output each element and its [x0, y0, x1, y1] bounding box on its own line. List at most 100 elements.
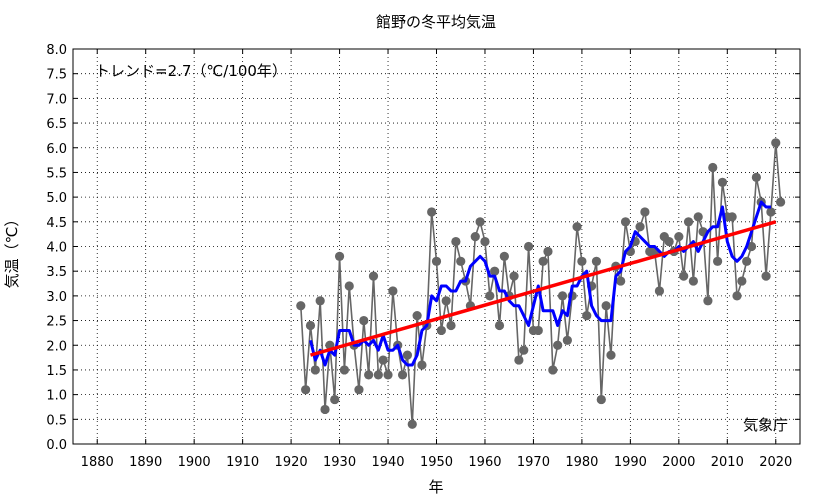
annual-data-point [383, 370, 393, 380]
y-tick-label: 7.5 [46, 68, 67, 83]
y-tick-label: 0.5 [46, 413, 67, 428]
y-tick-label: 1.5 [46, 364, 67, 379]
trend-line [310, 220, 777, 357]
annual-data-point [373, 370, 383, 380]
annual-data-point [679, 271, 689, 281]
annual-data-point [310, 365, 320, 375]
x-tick-label: 1880 [81, 455, 114, 470]
annual-data-point [412, 311, 422, 321]
annual-data-point [776, 197, 786, 207]
annual-data-point [693, 212, 703, 222]
annual-data-point [320, 404, 330, 415]
series [296, 138, 786, 429]
y-tick-label: 6.5 [46, 117, 67, 132]
annual-data-point [591, 256, 602, 266]
annual-data-point [654, 286, 665, 296]
y-tick-label: 3.5 [46, 265, 67, 280]
annual-data-point [315, 296, 325, 306]
chart-title: 館野の冬平均気温 [376, 13, 496, 31]
x-tick-label: 1950 [420, 455, 453, 470]
annual-series-line [299, 142, 782, 425]
y-axis-label: 気温（℃） [3, 212, 21, 289]
x-tick-label: 1980 [565, 455, 598, 470]
y-tick-label: 2.5 [46, 315, 67, 330]
annual-data-point [441, 296, 451, 306]
annual-data-point [562, 335, 572, 345]
annual-data-point [742, 256, 752, 266]
y-tick-label: 0.0 [46, 438, 67, 453]
annual-data-point [514, 355, 524, 365]
annual-data-point [519, 345, 529, 355]
annual-data-point [727, 212, 737, 222]
annual-data-point [427, 207, 437, 217]
annual-data-point [523, 241, 534, 252]
annual-data-point [446, 320, 456, 331]
annual-data-point [766, 207, 776, 217]
annual-data-point [674, 232, 684, 242]
y-tick-label: 2.0 [46, 339, 67, 354]
annual-data-point [620, 217, 631, 227]
annual-data-point [480, 236, 490, 247]
annual-data-point [713, 256, 723, 266]
y-tick-label: 1.0 [46, 389, 67, 404]
y-tick-label: 3.0 [46, 290, 67, 305]
annual-data-point [601, 301, 611, 311]
annual-data-point [557, 291, 568, 301]
x-axis-label: 年 [428, 478, 443, 496]
annual-data-point [354, 385, 364, 395]
x-tick-label: 2010 [711, 455, 744, 470]
annual-data-point [761, 271, 771, 281]
annual-data-point [490, 266, 500, 276]
y-tick-label: 4.5 [46, 216, 67, 231]
annual-data-point [451, 236, 461, 247]
y-tick-label: 8.0 [46, 43, 67, 58]
annual-data-point [359, 315, 369, 326]
x-tick-label: 1900 [178, 455, 211, 470]
x-tick-label: 1910 [226, 455, 259, 470]
annual-data-point [364, 370, 374, 380]
annual-data-point [431, 256, 442, 266]
running-mean-line [309, 200, 771, 367]
annual-data-point [485, 291, 495, 301]
x-tick-label: 1890 [129, 455, 162, 470]
annual-data-point [339, 365, 350, 375]
annual-data-point [771, 138, 781, 148]
annual-data-point [596, 394, 606, 405]
annual-data-point [407, 419, 417, 429]
annual-data-point [737, 276, 747, 286]
annual-data-point [296, 301, 306, 311]
annual-data-point [402, 350, 413, 360]
x-tick-label: 1940 [371, 455, 404, 470]
annual-data-point [664, 236, 674, 247]
credit: 気象庁 [743, 416, 788, 434]
annual-data-point [368, 271, 379, 281]
y-tick-label: 5.5 [46, 166, 67, 181]
y-axis-ticks: 0.0 0.5 1.0 1.5 2.0 2.5 3.0 3.5 4.0 4.5 5.0 5.5 6.0 6… [46, 43, 800, 453]
annual-data-point [344, 281, 354, 291]
annual-data-point [330, 394, 340, 405]
x-tick-label: 1990 [614, 455, 647, 470]
annual-data-point [436, 325, 446, 336]
annual-data-point [616, 276, 626, 286]
x-axis-ticks: 1880 1890 1900 1910 1920 1930 1940 1950 1960 1970… [81, 49, 792, 470]
x-tick-label: 2020 [759, 455, 792, 470]
annual-data-point [499, 251, 509, 261]
annual-data-point [417, 360, 427, 370]
annual-data-point [305, 320, 316, 331]
annual-data-point [388, 286, 398, 296]
annual-data-point [509, 271, 519, 281]
y-tick-label: 5.0 [46, 191, 67, 206]
x-tick-label: 1920 [275, 455, 308, 470]
annual-data-point [543, 246, 553, 257]
annual-data-point [334, 251, 345, 261]
annual-data-point [456, 256, 466, 266]
annual-data-point [470, 232, 480, 242]
annual-data-point [577, 256, 587, 266]
annual-data-point [582, 311, 592, 321]
annual-data-point [548, 365, 558, 375]
annual-data-point [378, 355, 388, 365]
x-tick-label: 1930 [323, 455, 356, 470]
annual-data-point [301, 385, 311, 395]
annual-data-point [538, 256, 548, 266]
